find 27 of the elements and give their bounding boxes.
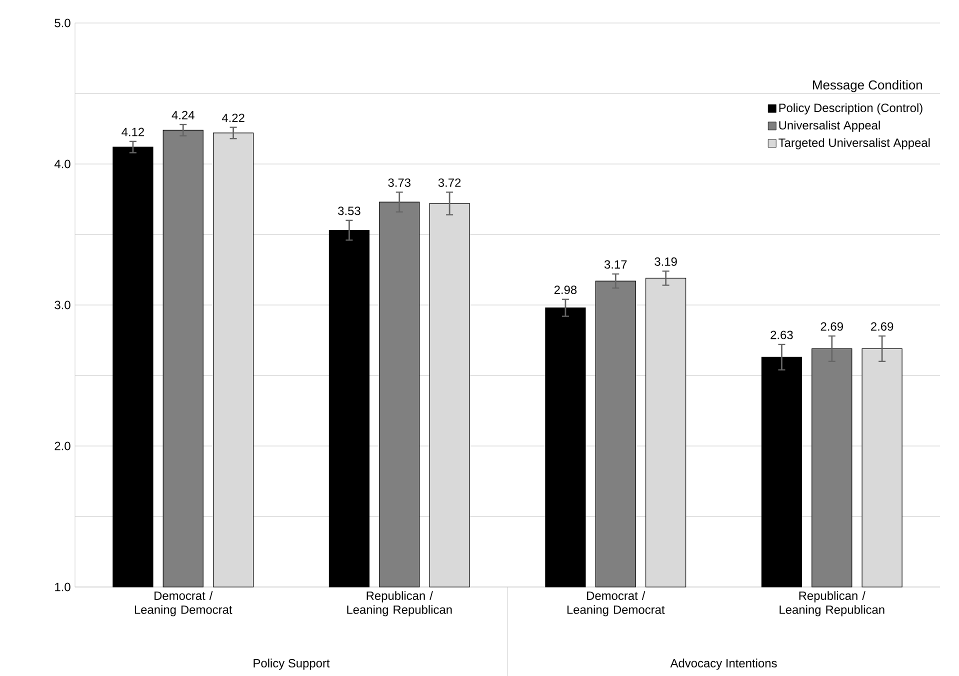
y-tick-label: 5.0 <box>54 18 70 28</box>
data-label: 4.12 <box>122 128 144 136</box>
legend-label: Targeted Universalist Appeal <box>778 138 930 150</box>
x-tick-label: Democrat / Leaning Democrat <box>567 591 665 616</box>
data-label: 4.24 <box>172 110 194 120</box>
data-label: 3.19 <box>654 257 677 266</box>
y-tick-label: 1.0 <box>55 582 70 592</box>
data-label: 3.53 <box>338 206 360 215</box>
y-tick-label: 3.0 <box>54 300 70 310</box>
text: Policy Support <box>254 658 330 670</box>
text: Advocacy Intentions <box>670 658 777 670</box>
legend-label: Universalist Appeal <box>779 120 880 132</box>
data-label: 2.63 <box>770 330 793 340</box>
legend-title: Message Condition <box>813 80 922 92</box>
data-label: 2.69 <box>820 322 843 331</box>
x-tick-label: Republican / Leaning Republican <box>780 591 884 616</box>
y-tick-label: 2.0 <box>54 442 70 450</box>
data-label: 2.98 <box>554 286 577 294</box>
y-tick-label: 4.0 <box>54 160 70 168</box>
legend-label: Policy Description (Control) <box>779 103 922 114</box>
data-label: 2.69 <box>871 322 894 331</box>
data-label: 3.73 <box>388 178 410 187</box>
data-label: 3.72 <box>438 178 461 187</box>
x-tick-label: Republican / Leaning Republican <box>347 591 452 616</box>
data-label: 4.22 <box>222 114 244 122</box>
data-label: 3.17 <box>604 260 627 269</box>
x-tick-label: Democrat / Leaning Democrat <box>134 591 232 616</box>
